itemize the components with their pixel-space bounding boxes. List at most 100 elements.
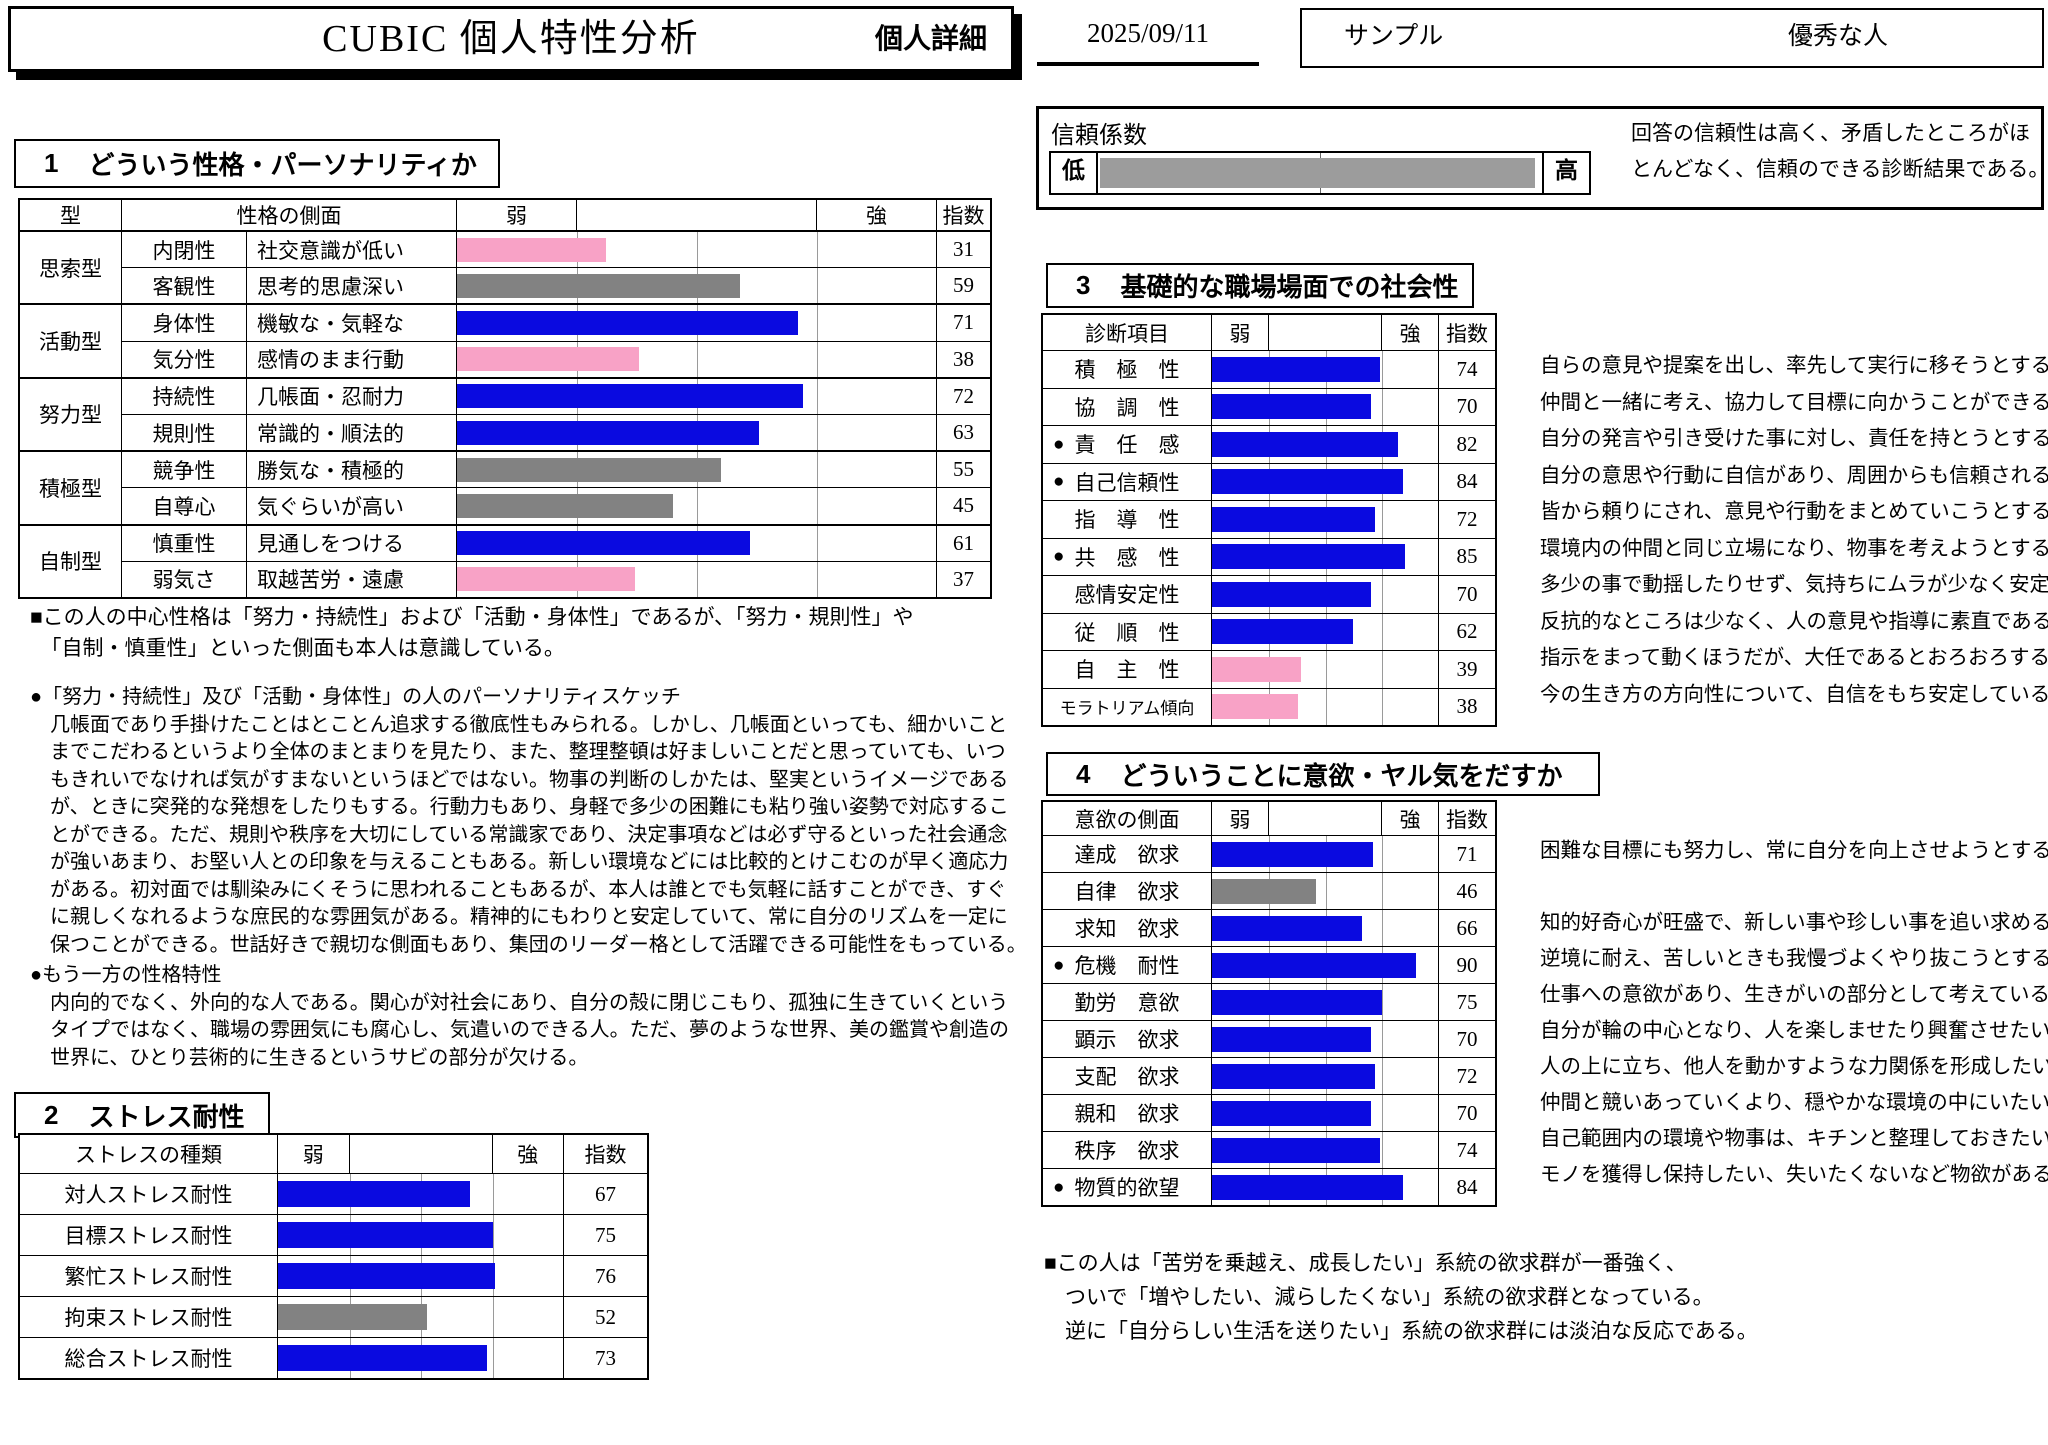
index-value: 70	[1456, 1100, 1478, 1125]
value-bar	[1212, 841, 1374, 867]
header-cell: 強	[1382, 315, 1439, 350]
bar-cell	[1212, 651, 1439, 688]
row-label: 拘束ストレス耐性	[20, 1297, 278, 1337]
value-bar	[1212, 952, 1417, 978]
type-group-rows: 持続性 几帳面・忍耐力 72 規則性 常識的・順法的 63	[122, 378, 990, 451]
bar-cell	[278, 1297, 564, 1337]
row-label: ● 責 任 感	[1043, 426, 1212, 463]
section4-number: 4	[1076, 758, 1091, 789]
quarter-gridline	[817, 341, 818, 377]
type-group: 自制型 慎重性 見通しをつける 61 弱気さ 取越苦労・遠慮 37	[20, 523, 990, 597]
value-bar	[1212, 989, 1383, 1015]
type-label: 思索型	[20, 232, 122, 304]
reliability-fill-bar	[1100, 158, 1536, 188]
bar-cell	[457, 488, 937, 524]
header-cell: 性格の側面	[122, 200, 457, 230]
quarter-gridline	[492, 1297, 494, 1337]
quarter-gridline	[1382, 1058, 1384, 1094]
index-value: 38	[953, 346, 974, 371]
row-label-text: 拘束ストレス耐性	[64, 1306, 233, 1330]
bar-cell	[457, 525, 937, 561]
index-value: 70	[1456, 1026, 1478, 1051]
other-trait-text: ●もう一方の性格特性 内向的でなく、外向的な人である。関心が対社会にあり、自分の…	[30, 962, 1009, 1072]
quarter-gridline	[697, 488, 698, 524]
type-group: 積極型 競争性 勝気な・積極的 55 自尊心 気ぐらいが高い 45	[20, 450, 990, 524]
row-label-text: 対人ストレス耐性	[64, 1183, 233, 1207]
bar-cell	[1212, 1021, 1439, 1057]
header-cell: 指数	[942, 204, 985, 228]
row-label: 秩序 欲求	[1043, 1132, 1212, 1168]
row-label-text: 自己信頼性	[1074, 470, 1180, 495]
section1-title: どういう性格・パーソナリティか	[88, 150, 477, 180]
row-label: 勤労 意欲	[1043, 984, 1212, 1020]
index-value: 74	[1456, 356, 1478, 381]
section3-title: 基礎的な職場場面での社会性	[1120, 272, 1459, 302]
table-row: 目標ストレス耐性 75	[20, 1214, 647, 1255]
text-line: までこだわるというより全体のまとまりを見たり、また、整理整頓は好ましいことだと思…	[30, 741, 1006, 763]
quarter-gridline	[492, 1174, 494, 1214]
row-label: モラトリアム傾向	[1043, 688, 1212, 725]
report-type-label: 個人詳細	[874, 23, 987, 54]
table-header-row: 型性格の側面弱 強指数	[20, 200, 990, 230]
text-line: ■この人の中心性格は「努力・持続性」および「活動・身体性」であるが、「努力・規則…	[30, 605, 914, 629]
trait-description: 感情のまま行動	[247, 341, 457, 377]
row-label-text: 顕示 欲求	[1074, 1028, 1180, 1052]
section1-header: 1 どういう性格・パーソナリティか	[14, 139, 500, 188]
index-value: 59	[953, 273, 974, 298]
bar-cell	[457, 452, 937, 488]
table-row: 慎重性 見通しをつける 61	[122, 525, 990, 561]
value-bar	[1212, 356, 1380, 382]
index-value: 46	[1456, 878, 1478, 903]
index-value: 61	[953, 530, 974, 555]
examinee-name: 優秀な人	[1788, 23, 1889, 50]
header-cell: 弱	[457, 200, 577, 230]
bar-cell	[278, 1256, 564, 1296]
table-row: 競争性 勝気な・積極的 55	[122, 452, 990, 488]
quarter-gridline	[1382, 576, 1384, 613]
row-label: 自律 欲求	[1043, 873, 1212, 909]
value-bar	[1212, 431, 1399, 457]
index-value: 71	[953, 310, 974, 335]
index-value: 72	[1456, 506, 1478, 531]
quarter-gridline	[817, 452, 818, 488]
bar-cell	[1212, 910, 1439, 946]
quarter-gridline	[697, 561, 698, 597]
table-row: ● 自己信頼性 84	[1043, 462, 1495, 500]
bar-cell	[1212, 873, 1439, 909]
header-cell: 強	[493, 1135, 564, 1173]
bar-cell	[1212, 426, 1439, 463]
sociality-descriptions: 自らの意見や提案を出し、率先して実行に移そうとする。 仲間と一緒に考え、協力して目…	[1540, 348, 2048, 713]
table-row: 勤労 意欲 75	[1043, 983, 1495, 1020]
table-row: 持続性 几帳面・忍耐力 72	[122, 378, 990, 414]
type-group: 思索型 内閉性 社交意識が低い 31 客観性 思考的思慮深い 59	[20, 230, 990, 304]
text-line: 「自制・慎重性」といった側面も本人は意識している。	[30, 636, 565, 660]
type-group-rows: 身体性 機敏な・気軽な 71 気分性 感情のまま行動 38	[122, 305, 990, 377]
row-label: 総合ストレス耐性	[20, 1338, 278, 1378]
value-bar	[1212, 656, 1301, 682]
index-value: 55	[953, 457, 974, 482]
quarter-gridline	[817, 414, 818, 451]
row-label: 積 極 性	[1043, 351, 1212, 388]
row-label-text: 目標ストレス耐性	[64, 1224, 233, 1248]
value-bar	[1212, 1174, 1403, 1200]
section2-title: ストレス耐性	[88, 1101, 245, 1132]
type-label: 自制型	[20, 525, 122, 597]
row-description: 仕事への意欲があり、生きがいの部分として考えている。	[1540, 984, 2048, 1006]
row-label: 支配 欲求	[1043, 1058, 1212, 1094]
index-value: 90	[1456, 952, 1478, 977]
header-cell: 指数	[584, 1143, 627, 1167]
table-row: ● 共 感 性 85	[1043, 537, 1495, 575]
row-label-text: 共 感 性	[1074, 545, 1180, 570]
row-label-text: 従 順 性	[1074, 620, 1180, 645]
row-description: 知的好奇心が旺盛で、新しい事や珍しい事を追い求める。	[1540, 912, 2048, 934]
bullet-icon: ●	[1053, 471, 1065, 493]
trait-description: 常識的・順法的	[247, 414, 457, 451]
bar-cell	[278, 1174, 564, 1214]
value-bar	[278, 1222, 493, 1248]
quarter-gridline	[697, 341, 698, 377]
index-value: 85	[1456, 544, 1478, 569]
trait-description: 勝気な・積極的	[247, 452, 457, 488]
trait-label: 気分性	[122, 341, 247, 377]
quarter-gridline	[1382, 1021, 1384, 1057]
